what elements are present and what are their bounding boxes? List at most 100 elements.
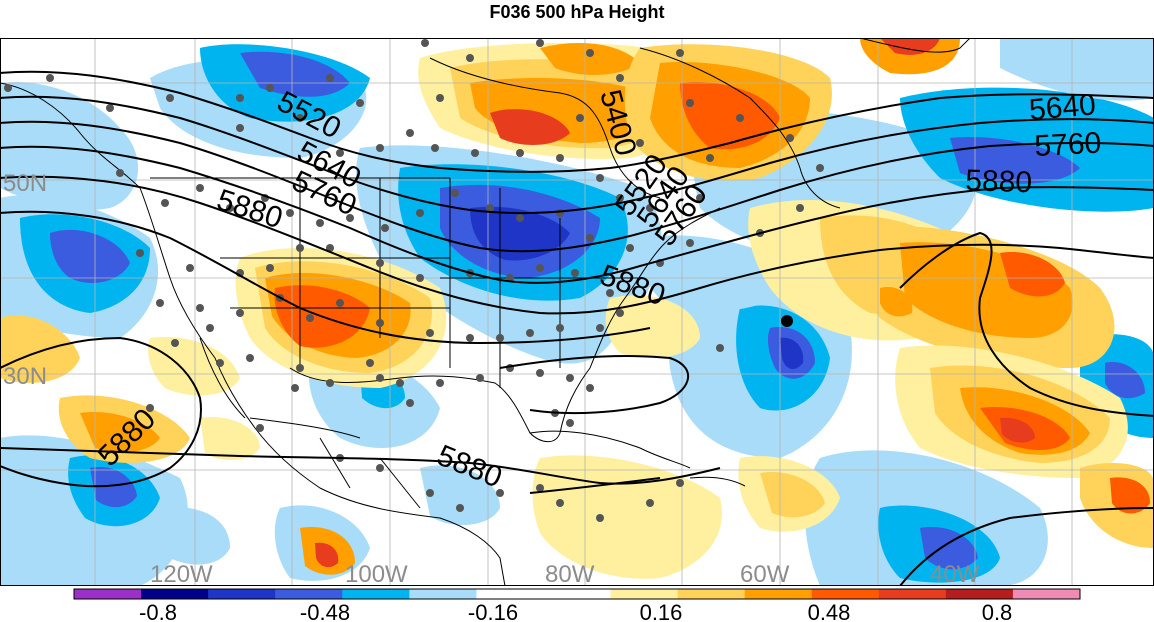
colorbar-bin xyxy=(811,589,880,599)
colorbar-bin xyxy=(744,589,813,599)
colorbar-tick-label: 0.16 xyxy=(640,600,683,622)
station-dot xyxy=(646,499,654,507)
station-dot xyxy=(376,259,384,267)
east-coast xyxy=(559,207,721,434)
positive-anomaly-region xyxy=(490,109,570,145)
positive-anomaly-region xyxy=(760,472,825,518)
contour-label: 5880 xyxy=(965,164,1033,199)
station-dot xyxy=(586,49,594,57)
station-dot xyxy=(326,244,334,252)
greenland-coast xyxy=(861,39,970,53)
station-dot xyxy=(316,219,324,227)
station-dot xyxy=(296,244,304,252)
mexico-borders xyxy=(249,417,421,509)
positive-anomaly-region xyxy=(315,542,339,568)
longitude-label: 80W xyxy=(545,561,595,586)
longitude-label: 120W xyxy=(150,561,213,586)
station-dot xyxy=(576,114,584,122)
longitude-labels: 120W 100W 80W 60W 40W xyxy=(150,561,980,586)
station-dot xyxy=(416,209,424,217)
station-dot xyxy=(4,84,12,92)
station-dot xyxy=(426,489,434,497)
station-dot xyxy=(516,149,524,157)
station-dot xyxy=(366,359,374,367)
height-contour xyxy=(1,120,1153,253)
station-dot xyxy=(616,74,624,82)
colorbar-bin xyxy=(610,589,679,599)
station-dot xyxy=(426,329,434,337)
positive-anomaly-region xyxy=(680,82,780,150)
longitude-label: 100W xyxy=(345,561,408,586)
station-dot xyxy=(421,39,429,47)
station-dot xyxy=(416,274,424,282)
colorbar-bin xyxy=(208,589,276,599)
station-dot xyxy=(106,104,114,112)
colorbar-bin xyxy=(409,589,477,599)
station-dot xyxy=(306,314,314,322)
station-dot xyxy=(686,239,694,247)
contour-label: 5640 xyxy=(1028,88,1097,127)
station-dot xyxy=(436,94,444,102)
station-dot xyxy=(166,94,174,102)
station-dot xyxy=(146,404,154,412)
height-contour xyxy=(1,70,1153,173)
station-dot xyxy=(436,379,444,387)
negative-anomaly-region xyxy=(158,507,230,565)
station-dot xyxy=(156,299,164,307)
negative-anomaly-region xyxy=(780,337,804,370)
positive-anomaly-region xyxy=(1110,477,1150,514)
station-dot xyxy=(716,344,724,352)
colorbar-tick-label: -0.48 xyxy=(300,600,350,622)
negative-anomaly-region xyxy=(90,467,137,508)
colorbar-tick-label: 0.48 xyxy=(808,600,851,622)
station-dot xyxy=(326,74,334,82)
station-dot xyxy=(236,94,244,102)
station-dot xyxy=(406,399,414,407)
height-contour xyxy=(529,477,661,494)
height-contour xyxy=(1,210,651,345)
negative-anomaly-region xyxy=(470,206,570,261)
station-dot xyxy=(346,214,354,222)
colorbar-bin xyxy=(74,589,142,599)
colorbar-tick-label: -0.16 xyxy=(468,600,518,622)
station-dot xyxy=(696,194,704,202)
station-dot xyxy=(706,154,714,162)
station-dot xyxy=(336,149,344,157)
colorbar-bin xyxy=(342,589,410,599)
latitude-labels: 50N 30N xyxy=(3,170,47,390)
map-panel: 5520 5640 5760 5880 5400 5520 5640 5760 … xyxy=(0,38,1154,586)
station-dot xyxy=(381,224,389,232)
positive-anomaly-region xyxy=(605,295,700,358)
station-dot xyxy=(571,269,579,277)
negative-anomaly-region xyxy=(1000,39,1153,101)
contour-label: 5760 xyxy=(1034,127,1102,163)
negative-anomaly-region xyxy=(1,82,138,210)
station-dot xyxy=(196,184,204,192)
station-dot xyxy=(616,194,624,202)
colorbar-bin xyxy=(141,589,209,599)
positive-anomaly-region xyxy=(1000,252,1065,297)
station-dot xyxy=(796,204,804,212)
highlight-marker xyxy=(781,315,793,327)
station-dot xyxy=(296,114,304,122)
longitude-label: 40W xyxy=(930,561,980,586)
height-contour xyxy=(1,447,721,485)
colorbar-border xyxy=(73,588,1081,600)
station-dot xyxy=(466,334,474,342)
station-dot xyxy=(646,204,654,212)
latitude-label: 30N xyxy=(3,363,47,390)
positive-anomaly-region xyxy=(200,417,260,460)
station-dot xyxy=(196,304,204,312)
station-dot xyxy=(466,54,474,62)
colorbar-tick-label: 0.8 xyxy=(982,600,1013,622)
station-dot xyxy=(396,379,404,387)
baja-coast xyxy=(199,337,246,419)
colorbar-bin xyxy=(275,589,343,599)
station-dot xyxy=(286,209,294,217)
station-dot xyxy=(216,359,224,367)
negative-anomaly-region xyxy=(420,465,500,526)
negative-anomaly-region xyxy=(920,527,978,570)
station-dot xyxy=(566,374,574,382)
station-dot xyxy=(266,264,274,272)
station-dot xyxy=(266,84,274,92)
